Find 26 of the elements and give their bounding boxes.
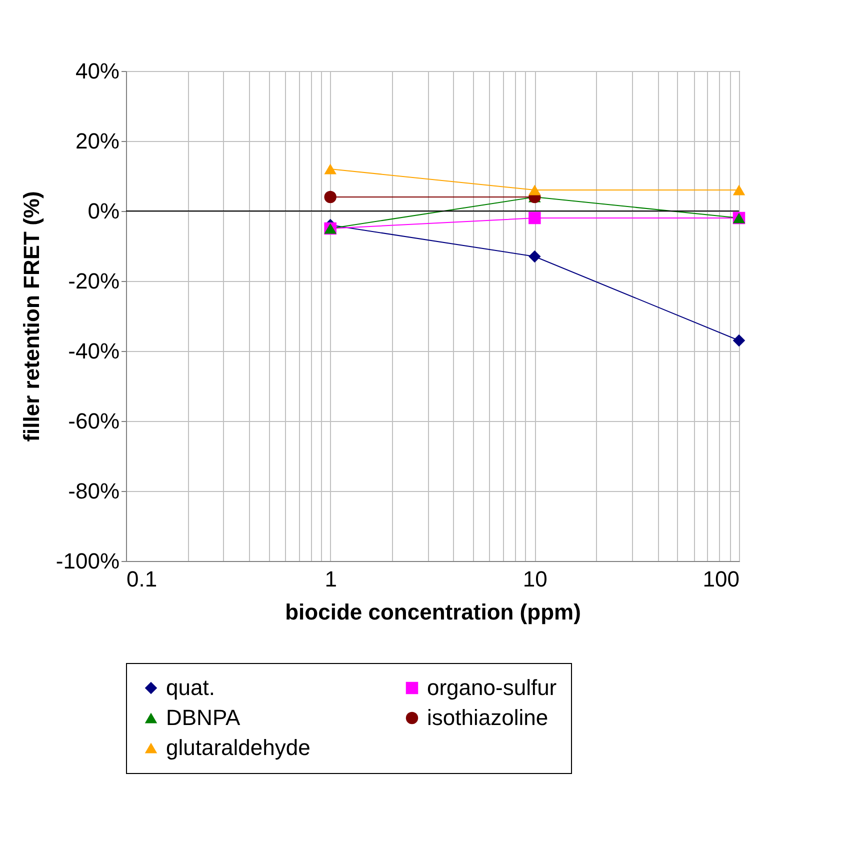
point: [732, 334, 746, 347]
y-tick-label: 20%: [75, 128, 120, 154]
legend-label: glutaraldehyde: [166, 735, 310, 760]
point: [528, 184, 541, 196]
x-tick-label: 10: [522, 566, 548, 592]
y-tick-label: -100%: [56, 548, 120, 574]
point: [324, 190, 336, 204]
legend-label: quat.: [166, 675, 215, 700]
legend-label: organo-sulfur: [427, 675, 557, 700]
point: [528, 212, 541, 224]
point: [528, 250, 541, 263]
legend-label: DBNPA: [166, 705, 240, 730]
y-tick-label: -80%: [68, 478, 120, 504]
x-tick-label: 1: [324, 566, 337, 592]
x-tick-label: 100: [702, 566, 740, 592]
point: [732, 184, 746, 196]
x-axis-title: biocide concentration (ppm): [285, 600, 581, 624]
point: [324, 164, 336, 174]
legend-label: isothiazoline: [427, 705, 548, 730]
x-tick-label: 0.1: [126, 566, 158, 592]
y-axis-title: filler retention FRET (%): [18, 191, 44, 442]
y-tick-label: 0%: [88, 198, 120, 224]
y-tick-label: -60%: [68, 408, 120, 434]
y-tick-label: -40%: [68, 338, 120, 364]
y-tick-label: 40%: [75, 58, 120, 84]
y-tick-label: -20%: [68, 268, 120, 294]
